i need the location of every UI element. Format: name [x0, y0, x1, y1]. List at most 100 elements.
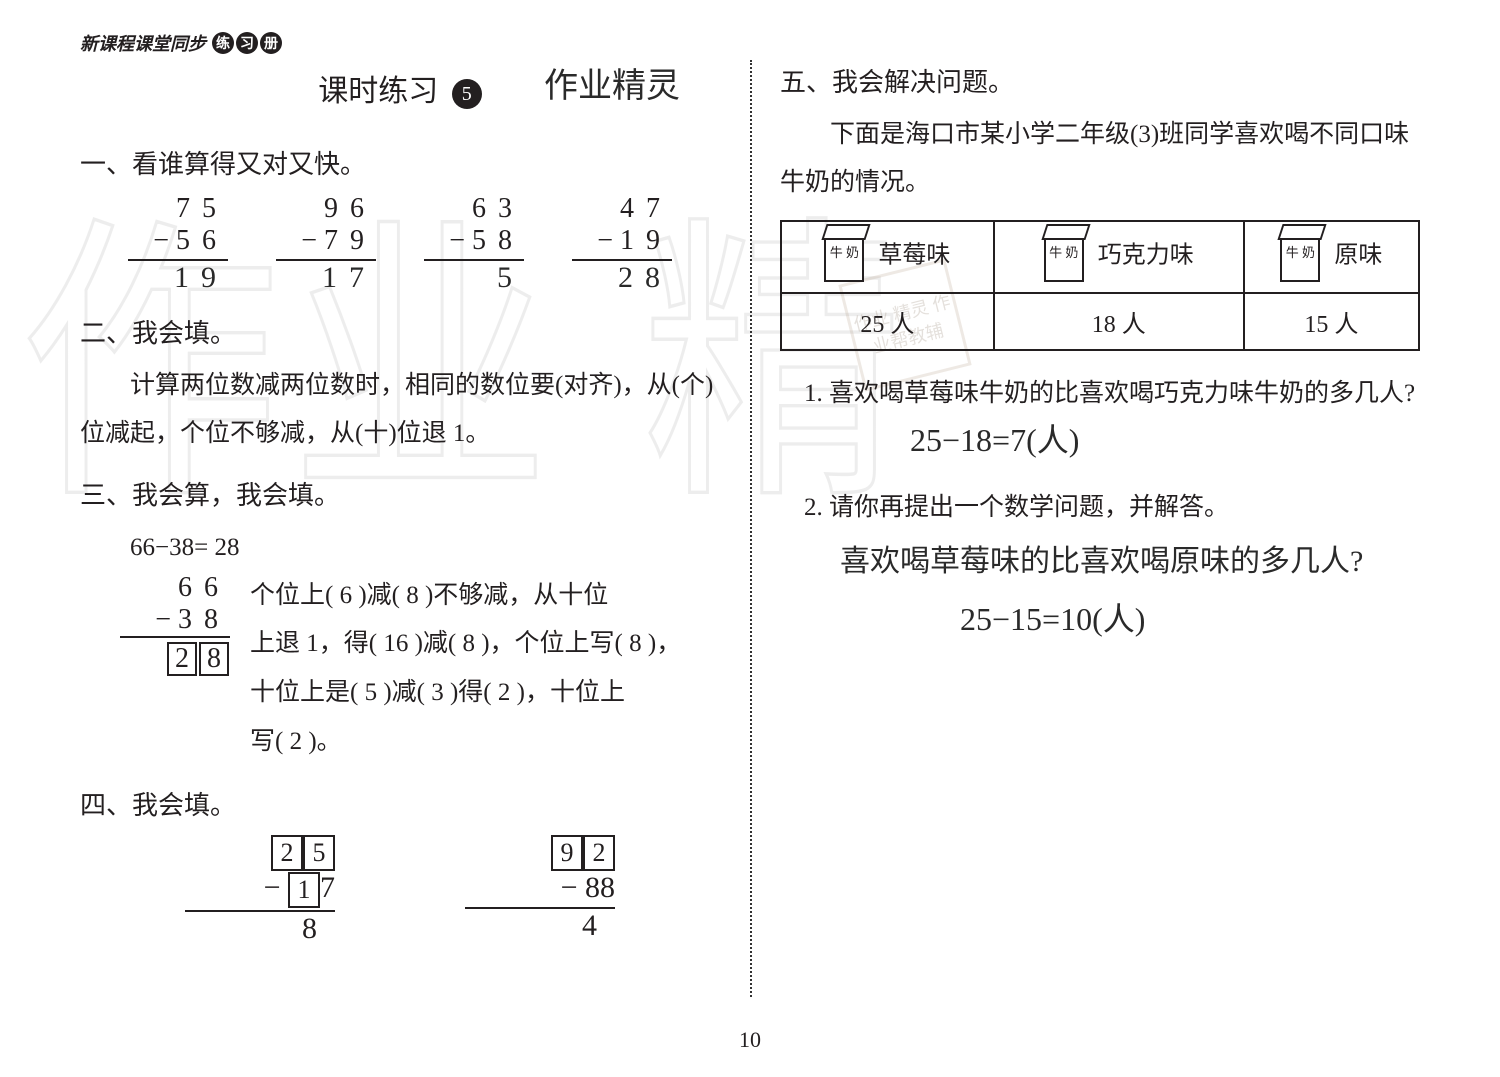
lesson-title-row: 课时练习 5 作业精灵 — [80, 66, 720, 110]
flavor-name: 原味 — [1334, 243, 1382, 269]
lesson-number-badge: 5 — [452, 79, 482, 109]
vertical-calc: 66 38 28 — [120, 572, 230, 767]
arith-problem: 96 79 17 — [276, 193, 376, 295]
count-cell: 25 人 — [781, 293, 994, 350]
answer-box: 8 — [199, 642, 229, 676]
text: )不够减，从十位 — [425, 582, 608, 609]
section-3-expr: 66−38= 28 — [80, 524, 720, 572]
section-1-problems: 75 56 19 96 79 17 63 58 5 47 19 28 — [104, 193, 696, 295]
table-row: 25 人 18 人 15 人 — [781, 293, 1419, 350]
section-2-body: 计算两位数减两位数时，相同的数位要(对齐)，从(个) — [80, 362, 720, 410]
text: ) — [705, 372, 713, 399]
flavor-name: 巧克力味 — [1098, 243, 1194, 269]
badge-char: 练 — [212, 32, 234, 54]
digit: 7 — [320, 871, 335, 904]
minuend: 63 — [472, 193, 524, 224]
fill-problem: 25 17 8 — [185, 834, 335, 946]
answer-handwritten: 5 — [497, 261, 524, 294]
text: )，从( — [613, 372, 680, 399]
fill-blank: 8 — [406, 582, 419, 609]
result: 4 — [582, 909, 615, 942]
section-2-body: 位减起，个位不够减，从(十)位退 1。 — [80, 410, 720, 458]
series-badge: 练 习 册 — [212, 32, 282, 54]
fill-blank: 十 — [363, 420, 388, 447]
milk-icon: 牛 奶 — [1280, 232, 1320, 282]
text: )， — [648, 630, 681, 657]
section-3-explain: 个位上( 6 )减( 8 )不够减，从十位 上退 1，得( 16 )减( 8 )… — [250, 572, 681, 767]
badge-char: 册 — [260, 32, 282, 54]
text: )，个位上写( — [481, 630, 623, 657]
answer-handwritten: 17 — [322, 261, 376, 294]
subtrahend: 79 — [324, 225, 376, 256]
question-2: 2. 请你再提出一个数学问题，并解答。 — [804, 487, 1420, 523]
answer-handwritten: 19 — [174, 261, 228, 294]
digit: 8 — [585, 871, 600, 904]
fill-blank: 2 — [498, 679, 511, 706]
text: 个位上( — [250, 582, 333, 609]
fill-blank: 对齐 — [563, 372, 613, 399]
section-2-heading: 二、我会填。 — [80, 313, 720, 350]
fill-box: 5 — [303, 835, 335, 871]
fill-blank: 3 — [431, 679, 444, 706]
subtrahend: 19 — [620, 225, 672, 256]
fill-blank: 8 — [462, 630, 475, 657]
fill-blank: 2 — [290, 728, 303, 755]
section-4-problems: 25 17 8 92 88 4 — [120, 834, 680, 946]
section-5-intro: 下面是海口市某小学二年级(3)班同学喜欢喝不同口味牛奶的情况。 — [780, 111, 1420, 206]
text: 写( — [250, 728, 283, 755]
flavor-cell: 牛 奶 原味 — [1244, 221, 1419, 293]
text: )。 — [308, 728, 341, 755]
answer-2-calc-handwritten: 25−15=10(人) — [960, 594, 1420, 640]
section-5-heading: 五、我会解决问题。 — [780, 62, 1420, 99]
fill-box: 1 — [288, 872, 320, 908]
text: 上退 1，得( — [250, 630, 377, 657]
arith-problem: 63 58 5 — [424, 193, 524, 295]
handwritten-title: 作业精灵 — [544, 58, 680, 107]
text: )减( — [358, 582, 400, 609]
result: 8 — [302, 912, 335, 945]
fill-blank: 16 — [383, 630, 408, 657]
arith-problem: 47 19 28 — [572, 193, 672, 295]
count-cell: 15 人 — [1244, 293, 1419, 350]
minuend: 66 — [120, 572, 230, 604]
text: )得( — [450, 679, 492, 706]
section-3-heading: 三、我会算，我会填。 — [80, 475, 720, 512]
minuend: 96 — [324, 193, 376, 224]
count-cell: 18 人 — [994, 293, 1244, 350]
expression: 66−38= — [130, 534, 208, 561]
answer-handwritten: 28 — [618, 261, 672, 294]
flavor-cell: 牛 奶 巧克力味 — [994, 221, 1244, 293]
fill-box: 9 — [551, 835, 583, 871]
answer-1-handwritten: 25−18=7(人) — [910, 415, 1420, 461]
section-3-work: 66 38 28 个位上( 6 )减( 8 )不够减，从十位 上退 1，得( 1… — [120, 572, 720, 767]
answer-2-question-handwritten: 喜欢喝草莓味的比喜欢喝原味的多几人? — [840, 533, 1420, 590]
answer-box: 2 — [167, 642, 197, 676]
milk-icon: 牛 奶 — [824, 232, 864, 282]
series-header: 新课程课堂同步 练 习 册 — [80, 30, 720, 56]
section-1-heading: 一、看谁算得又对又快。 — [80, 144, 720, 181]
minuend: 75 — [176, 193, 228, 224]
right-page: 五、我会解决问题。 下面是海口市某小学二年级(3)班同学喜欢喝不同口味牛奶的情况… — [750, 30, 1450, 1047]
flavor-cell: 牛 奶 草莓味 — [781, 221, 994, 293]
answer-handwritten: 28 — [214, 534, 239, 561]
text: )位退 1。 — [388, 420, 490, 447]
fill-blank: 6 — [340, 582, 353, 609]
milk-table: 牛 奶 草莓味 牛 奶 巧克力味 牛 奶 原味 25 人 18 人 15 人 — [780, 220, 1420, 351]
subtrahend: 58 — [472, 225, 524, 256]
fill-box: 2 — [271, 835, 303, 871]
digit: 8 — [600, 871, 615, 904]
milk-label: 牛 奶 — [1046, 246, 1082, 260]
text: )减( — [383, 679, 425, 706]
subtrahend: 56 — [176, 225, 228, 256]
fill-box: 2 — [583, 835, 615, 871]
flavor-name: 草莓味 — [878, 243, 950, 269]
section-4-heading: 四、我会填。 — [80, 785, 720, 822]
milk-label: 牛 奶 — [1282, 246, 1318, 260]
badge-char: 习 — [236, 32, 258, 54]
subtrahend: 38 — [120, 604, 230, 638]
fill-blank: 个 — [680, 372, 705, 399]
text: 位减起，个位不够减，从( — [80, 420, 363, 447]
table-row: 牛 奶 草莓味 牛 奶 巧克力味 牛 奶 原味 — [781, 221, 1419, 293]
question-1: 1. 喜欢喝草莓味牛奶的比喜欢喝巧克力味牛奶的多几人? — [804, 373, 1420, 409]
minuend: 47 — [620, 193, 672, 224]
